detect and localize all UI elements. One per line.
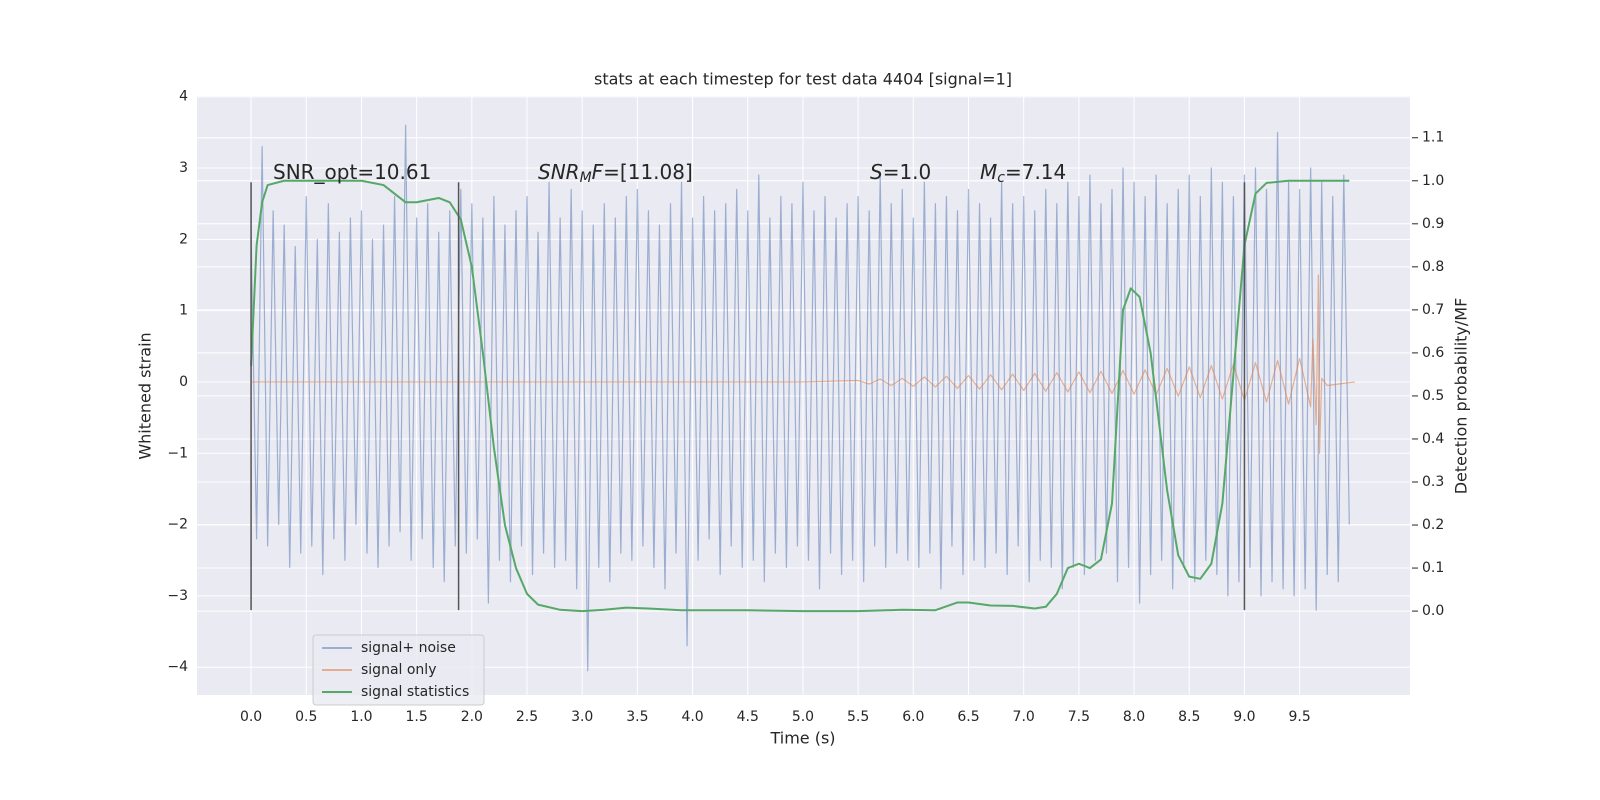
annotation-text: F bbox=[592, 160, 604, 184]
x-tick-label: 7.5 bbox=[1068, 709, 1090, 725]
y2-axis-label: Detection probability/MF bbox=[1452, 298, 1471, 495]
y2-tick-label: 0.9 bbox=[1422, 216, 1444, 232]
x-tick-label: 9.0 bbox=[1233, 709, 1255, 725]
annotation-text: SNR bbox=[538, 160, 580, 184]
annotation: SNR_opt=10.61 bbox=[273, 160, 431, 184]
x-tick-label: 8.5 bbox=[1178, 709, 1200, 725]
y-tick-label: −2 bbox=[167, 517, 188, 533]
x-tick-label: 1.5 bbox=[406, 709, 428, 725]
y2-tick-label: 0.0 bbox=[1422, 603, 1444, 619]
y2-tick-label: 0.2 bbox=[1422, 517, 1444, 533]
y2-tick-label: 1.0 bbox=[1422, 173, 1444, 189]
y2-tick-label: 0.7 bbox=[1422, 302, 1444, 318]
y-tick-label: 4 bbox=[179, 89, 188, 105]
series-line bbox=[251, 274, 1355, 454]
annotation-text: M bbox=[980, 160, 997, 184]
y2-tick-label: 0.5 bbox=[1422, 388, 1444, 404]
x-tick-label: 9.5 bbox=[1288, 709, 1310, 725]
x-tick-label: 5.0 bbox=[792, 709, 814, 725]
y-tick-label: 1 bbox=[179, 303, 188, 319]
y2-tick-label: 0.3 bbox=[1422, 474, 1444, 490]
x-tick-label: 8.0 bbox=[1123, 709, 1145, 725]
y-tick-label: −1 bbox=[167, 445, 188, 461]
annotation: SNRMF=[11.08] bbox=[538, 160, 693, 187]
legend-label: signal only bbox=[361, 662, 436, 678]
x-tick-label: 2.0 bbox=[461, 709, 483, 725]
annotation-subscript: c bbox=[997, 170, 1005, 186]
annotation-text: =7.14 bbox=[1005, 160, 1066, 184]
x-tick-label: 4.0 bbox=[681, 709, 703, 725]
x-tick-label: 3.5 bbox=[626, 709, 648, 725]
x-tick-label: 3.0 bbox=[571, 709, 593, 725]
x-tick-label: 1.0 bbox=[350, 709, 372, 725]
annotation: S=1.0 bbox=[870, 160, 931, 184]
annotation-text: SNR_opt=10.61 bbox=[273, 160, 431, 184]
y2-tick-label: 0.6 bbox=[1422, 345, 1444, 361]
legend-box bbox=[312, 634, 485, 706]
y2-tick-label: 0.8 bbox=[1422, 259, 1444, 275]
annotations: SNR_opt=10.61 SNRMF=[11.08] S=1.0 Mc=7.1… bbox=[273, 160, 1066, 187]
legend: signal+ noise signal only signal statistic… bbox=[312, 634, 485, 706]
x-tick-label: 4.5 bbox=[737, 709, 759, 725]
legend-label: signal+ noise bbox=[361, 640, 456, 656]
x-tick-label: 2.5 bbox=[516, 709, 538, 725]
y2-tick-label: 0.1 bbox=[1422, 560, 1444, 576]
x-tick-label: 0.5 bbox=[295, 709, 317, 725]
axes: 0.0 0.5 1.0 1.5 2.0 2.5 3.0 3.5 4.0 4.5 5.0 5.5 6.0 6… bbox=[167, 89, 1444, 725]
annotation-subscript: M bbox=[580, 170, 592, 186]
y2-tick-label: 1.1 bbox=[1422, 130, 1444, 146]
series-line bbox=[250, 124, 1350, 672]
x-tick-label: 7.0 bbox=[1013, 709, 1035, 725]
x-tick-label: 6.0 bbox=[902, 709, 924, 725]
annotation: Mc=7.14 bbox=[980, 160, 1066, 187]
marks bbox=[250, 124, 1355, 672]
annotation-text: =[11.08] bbox=[603, 160, 693, 184]
x-tick-label: 6.5 bbox=[957, 709, 979, 725]
legend-label: signal statistics bbox=[361, 684, 469, 700]
x-axis-label: Time (s) bbox=[769, 729, 835, 748]
x-tick-label: 0.0 bbox=[240, 709, 262, 725]
series-line bbox=[250, 179, 1350, 613]
y2-tick-label: 0.4 bbox=[1422, 431, 1444, 447]
y-tick-label: −4 bbox=[167, 659, 188, 675]
y-tick-label: −3 bbox=[167, 588, 188, 604]
y-tick-label: 2 bbox=[179, 231, 188, 247]
annotation-text: =1.0 bbox=[883, 160, 932, 184]
chart-title: stats at each timestep for test data 440… bbox=[594, 70, 1012, 89]
annotation-text: S bbox=[870, 160, 883, 184]
x-tick-label: 5.5 bbox=[847, 709, 869, 725]
y-axis-label: Whitened strain bbox=[136, 332, 155, 459]
y-tick-label: 0 bbox=[179, 374, 188, 390]
y-tick-label: 3 bbox=[179, 160, 188, 176]
